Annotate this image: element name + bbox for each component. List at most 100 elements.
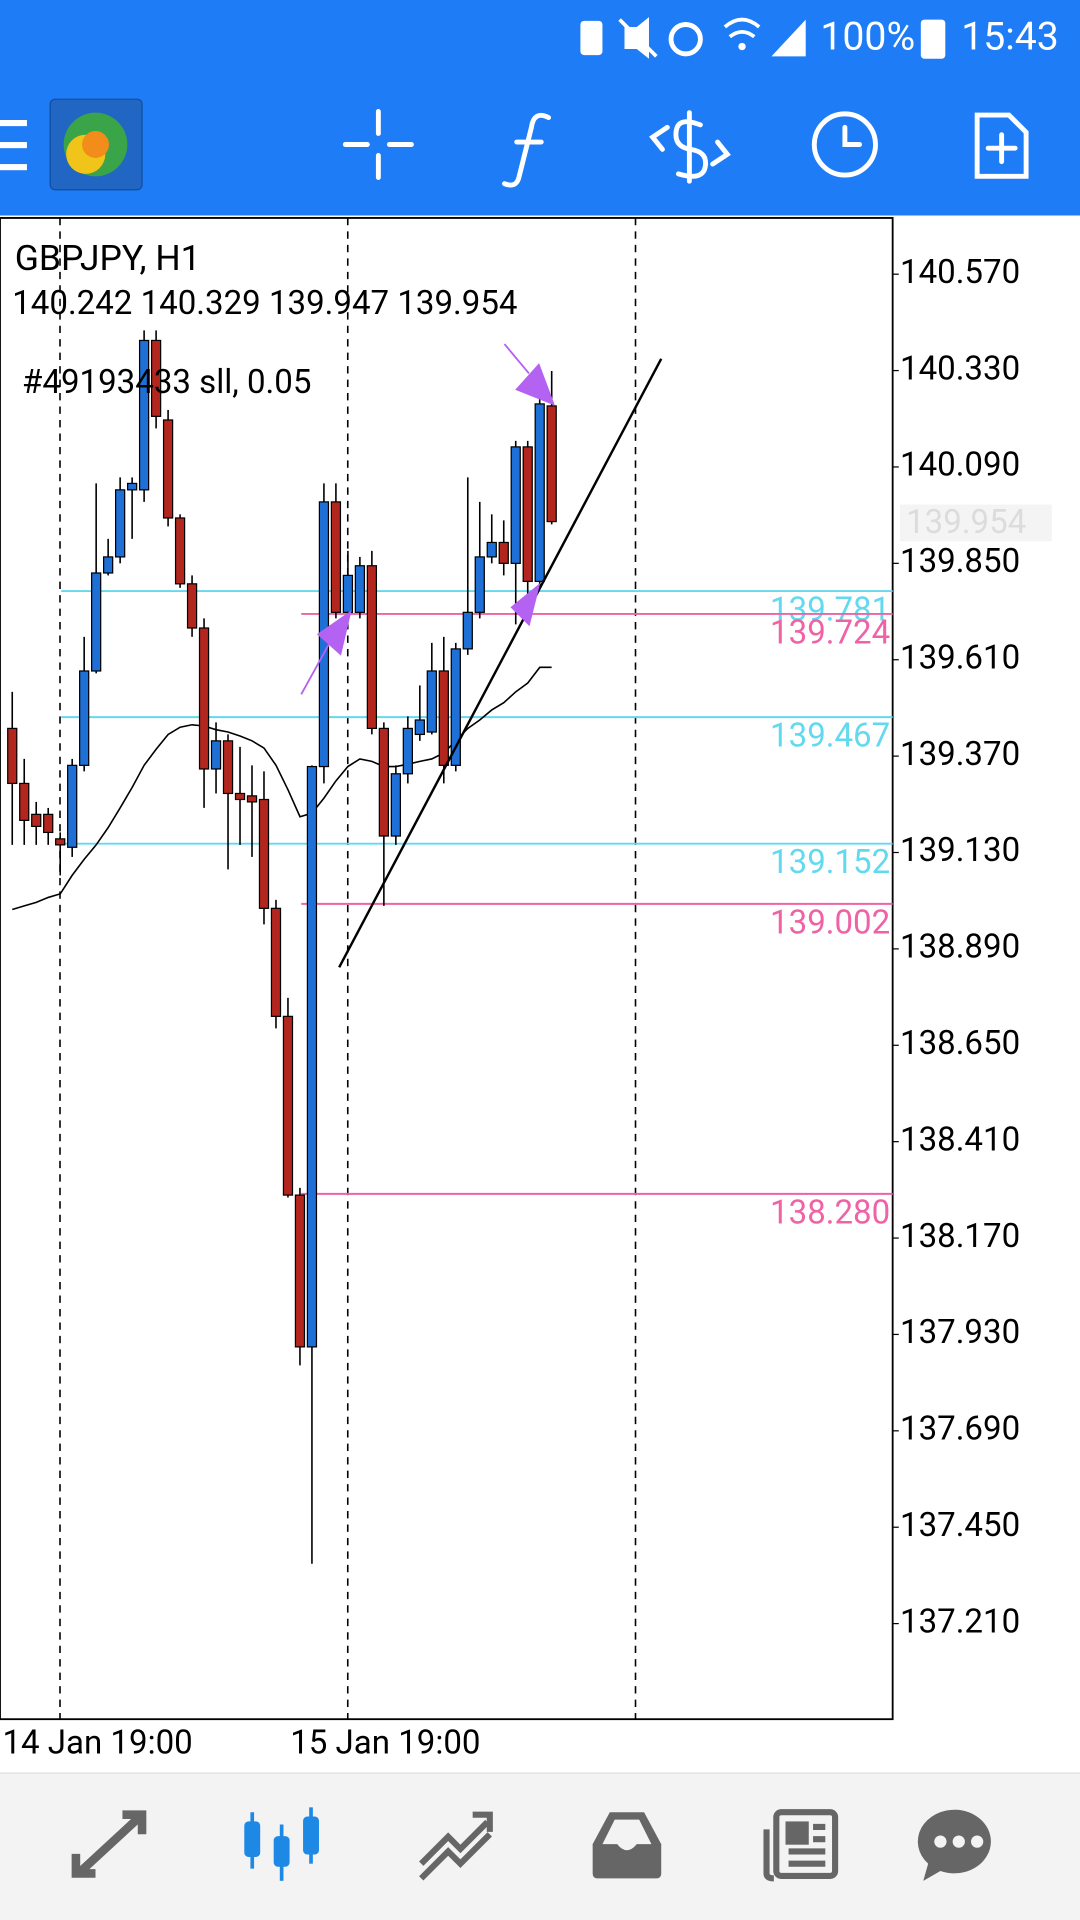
candle-body	[246, 795, 258, 803]
y-tick-label: 139.610	[900, 638, 1020, 677]
price-level-label: 138.280	[770, 1193, 890, 1232]
candle-body	[462, 611, 473, 650]
battery-level: 100%	[820, 14, 915, 60]
candle-body	[378, 727, 390, 837]
chat-tab[interactable]	[917, 1809, 991, 1881]
candle-body	[31, 813, 42, 828]
period-button[interactable]	[811, 111, 878, 178]
candle-body	[7, 727, 18, 785]
quote-open: 140.242	[12, 284, 132, 323]
candle-body	[342, 574, 354, 613]
candle-body	[330, 501, 342, 613]
y-tick-label: 139.370	[900, 735, 1020, 774]
candle-body	[198, 627, 210, 770]
menu-button[interactable]	[0, 120, 27, 171]
current-price: 139.954	[906, 503, 1026, 542]
candle-body	[103, 556, 114, 574]
crosshair-button[interactable]	[342, 108, 414, 181]
chart-title: GBPJPY, H1	[15, 237, 201, 279]
quotes-tab[interactable]	[71, 1810, 147, 1878]
candle-body	[426, 670, 437, 733]
y-tick-label: 138.890	[900, 928, 1020, 967]
candle-body	[474, 556, 485, 613]
app-bar	[0, 0, 1080, 216]
candle-body	[186, 583, 198, 629]
ohlc-quote: 140.242 140.329 139.947 139.954	[12, 284, 517, 323]
quote-low: 139.947	[269, 284, 389, 323]
order-label: #49193433 sll, 0.05	[22, 363, 311, 402]
y-tick-label: 138.170	[900, 1217, 1020, 1256]
y-tick-label: 137.690	[900, 1410, 1020, 1449]
plot-area	[0, 217, 894, 1721]
y-tick-label: 138.410	[900, 1120, 1020, 1159]
candle-body	[126, 482, 138, 491]
news-tab[interactable]	[763, 1809, 839, 1882]
candle-body	[234, 792, 246, 801]
candle-body	[67, 764, 78, 848]
indicators-button[interactable]	[502, 112, 552, 188]
candle-body	[534, 403, 545, 583]
candle-body	[306, 765, 318, 1348]
y-tick-label: 137.210	[900, 1602, 1020, 1641]
candle-body	[522, 446, 533, 583]
new-order-button[interactable]	[974, 112, 1029, 179]
y-tick-label: 140.330	[900, 349, 1020, 388]
x-tick-label: 14 Jan 19:00	[2, 1724, 192, 1763]
candle-body	[390, 773, 401, 837]
clock: 15:43	[961, 14, 1059, 60]
candle-body	[450, 648, 461, 766]
quote-close: 139.954	[397, 284, 517, 323]
price-level-label: 139.152	[770, 843, 890, 882]
candle-body	[19, 782, 30, 821]
candle-body	[438, 670, 449, 766]
y-tick-label: 140.570	[900, 253, 1020, 292]
candle-body	[222, 740, 234, 795]
x-tick-label: 15 Jan 19:00	[290, 1724, 480, 1763]
candle-body	[402, 727, 413, 775]
trade-button[interactable]	[649, 110, 731, 184]
candle-body	[138, 339, 150, 491]
y-tick-label: 139.130	[900, 831, 1020, 870]
trade-tab[interactable]	[419, 1811, 493, 1881]
candle-body	[498, 541, 509, 564]
y-tick-label: 137.450	[900, 1506, 1020, 1545]
candle-body	[79, 670, 90, 766]
candle-body	[258, 798, 270, 909]
price-tag	[900, 504, 1052, 542]
candle-body	[43, 813, 54, 834]
trade-arrows	[300, 343, 556, 695]
bottom-nav	[0, 1773, 1080, 1920]
y-tick-label: 140.090	[900, 446, 1020, 485]
price-level-label: 139.002	[770, 903, 890, 942]
candle-body	[294, 1194, 306, 1348]
candle-body	[55, 838, 66, 846]
candle-body	[366, 565, 378, 730]
status-icons	[580, 17, 946, 59]
price-level-label: 139.467	[770, 717, 890, 756]
candle-body	[414, 719, 425, 736]
candle-body	[162, 419, 174, 519]
price-level-label: 139.781	[770, 591, 890, 630]
chart: 139.781 139.467 139.152 139.724 139.002 138.2…	[0, 217, 1052, 1763]
candle-body	[282, 1015, 294, 1196]
candle-body	[114, 489, 126, 558]
candle-body	[210, 740, 222, 770]
candle-body	[270, 907, 282, 1017]
history-tab[interactable]	[592, 1812, 662, 1879]
app-icon[interactable]	[49, 98, 143, 191]
price-level-label: 139.724	[770, 613, 890, 652]
candle-body	[510, 446, 521, 564]
candle-body	[150, 339, 162, 417]
y-tick-label: 137.930	[900, 1313, 1020, 1352]
quote-high: 140.329	[141, 284, 261, 323]
candle-body	[546, 405, 557, 523]
candle-body	[174, 517, 186, 585]
chart-tab[interactable]	[244, 1807, 319, 1881]
y-tick-label: 138.650	[900, 1024, 1020, 1063]
candle-body	[486, 541, 497, 558]
trend-line	[338, 358, 663, 968]
y-tick-label: 139.850	[900, 542, 1020, 581]
candle-body	[354, 565, 366, 613]
